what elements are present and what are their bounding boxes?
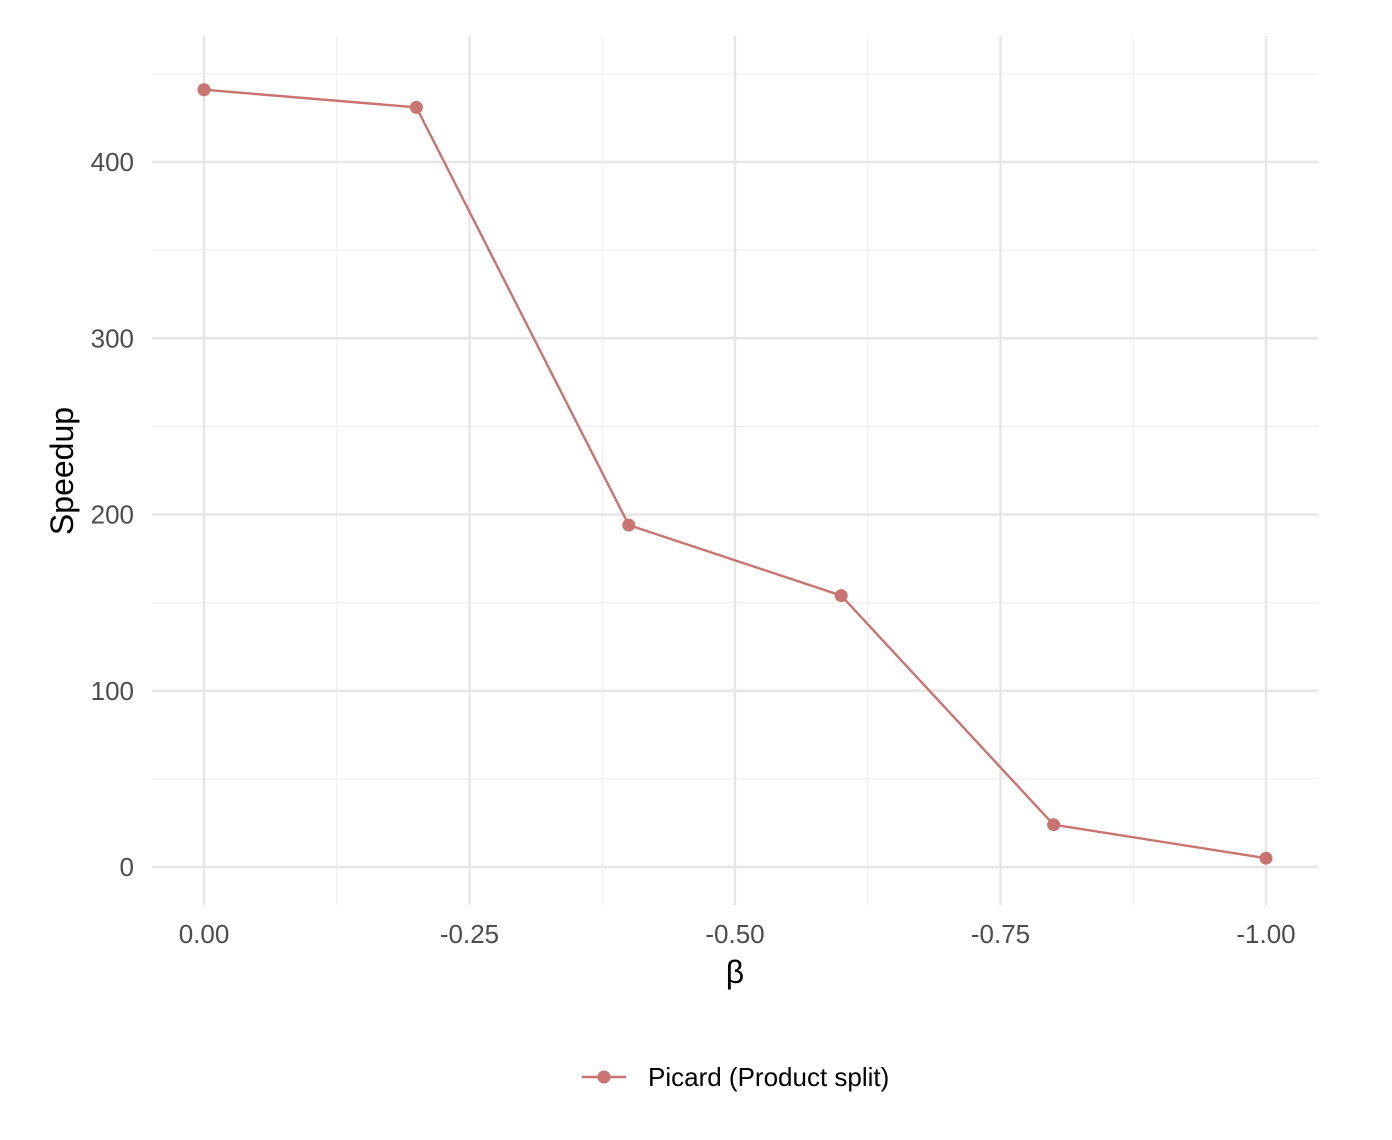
legend-label: Picard (Product split) bbox=[648, 1062, 889, 1092]
series-layer bbox=[197, 83, 1273, 865]
series-points bbox=[197, 83, 1273, 865]
y-tick-label: 300 bbox=[91, 323, 134, 353]
data-point bbox=[409, 100, 423, 114]
x-axis-title: β bbox=[726, 954, 744, 990]
x-tick-label: -0.50 bbox=[705, 919, 764, 949]
y-tick-label: 200 bbox=[91, 500, 134, 530]
y-tick-labels: 0 100 200 300 400 bbox=[91, 147, 134, 882]
data-point bbox=[1259, 851, 1273, 865]
legend-point-swatch bbox=[597, 1070, 611, 1084]
series-line bbox=[203, 88, 1267, 860]
x-tick-label: -0.75 bbox=[971, 919, 1030, 949]
data-point bbox=[1047, 818, 1061, 832]
major-gridlines bbox=[152, 36, 1318, 905]
data-point bbox=[834, 589, 848, 603]
legend: Picard (Product split) bbox=[582, 1062, 889, 1092]
y-tick-label: 100 bbox=[91, 676, 134, 706]
x-tick-labels: 0.00 -0.25 -0.50 -0.75 -1.00 bbox=[179, 919, 1296, 949]
data-point bbox=[622, 518, 636, 532]
data-point bbox=[197, 83, 211, 97]
x-tick-label: -1.00 bbox=[1236, 919, 1295, 949]
y-tick-label: 0 bbox=[120, 852, 134, 882]
y-axis-title: Speedup bbox=[44, 407, 80, 535]
y-tick-label: 400 bbox=[91, 147, 134, 177]
x-tick-label: 0.00 bbox=[179, 919, 230, 949]
x-tick-label: -0.25 bbox=[440, 919, 499, 949]
